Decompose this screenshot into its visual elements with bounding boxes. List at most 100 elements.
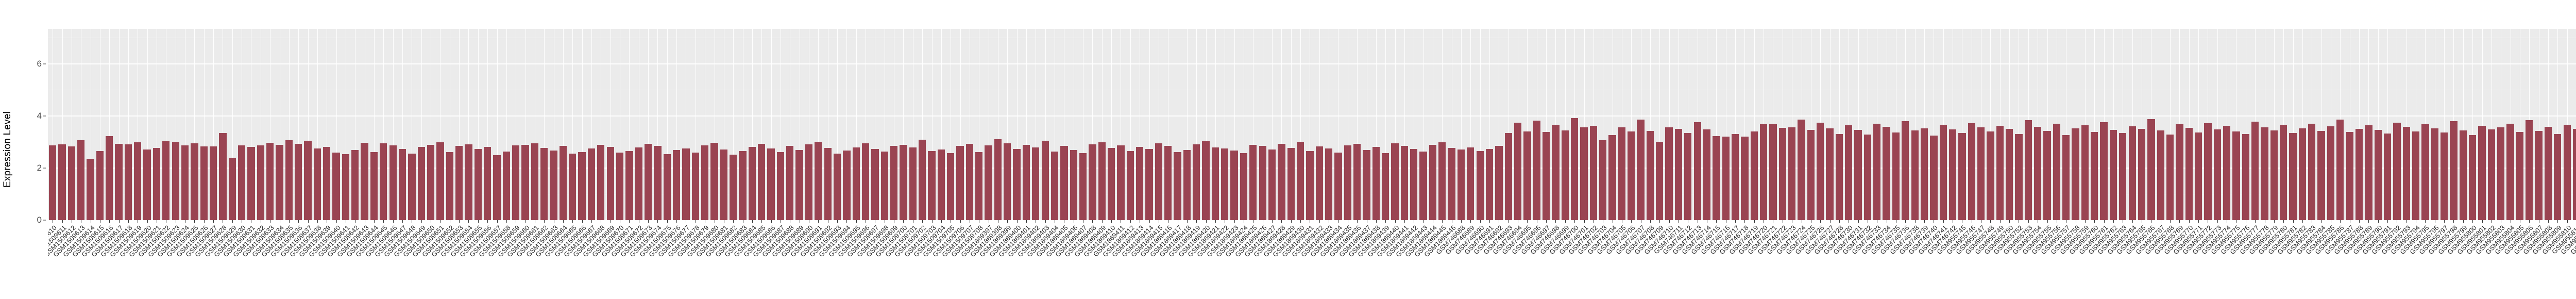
bar[interactable] xyxy=(1930,136,1938,220)
bar[interactable] xyxy=(1684,133,1692,220)
bar[interactable] xyxy=(172,141,179,220)
bar[interactable] xyxy=(2402,127,2410,220)
bar[interactable] xyxy=(1259,145,1266,220)
bar[interactable] xyxy=(2365,125,2372,220)
bar[interactable] xyxy=(1457,149,1465,220)
bar[interactable] xyxy=(1050,151,1059,220)
bar[interactable] xyxy=(1419,151,1427,220)
bar[interactable] xyxy=(257,145,264,220)
bar[interactable] xyxy=(87,158,94,220)
bar[interactable] xyxy=(342,154,350,220)
bar[interactable] xyxy=(1920,128,1928,220)
bar[interactable] xyxy=(2346,132,2353,220)
bar[interactable] xyxy=(2185,128,2193,220)
bar[interactable] xyxy=(2469,135,2477,220)
bar[interactable] xyxy=(1476,151,1484,220)
bar[interactable] xyxy=(890,145,898,220)
bar[interactable] xyxy=(1759,124,1768,220)
bar[interactable] xyxy=(2015,134,2023,220)
bar[interactable] xyxy=(1287,147,1295,220)
bar[interactable] xyxy=(474,148,482,220)
bar[interactable] xyxy=(2478,126,2486,220)
bar[interactable] xyxy=(1098,142,1106,220)
bar[interactable] xyxy=(238,145,246,220)
bar[interactable] xyxy=(2355,129,2363,220)
bar[interactable] xyxy=(1485,148,1494,220)
bar[interactable] xyxy=(512,145,520,220)
bar[interactable] xyxy=(691,152,699,220)
bar[interactable] xyxy=(266,142,274,220)
bar[interactable] xyxy=(2374,130,2382,220)
bar[interactable] xyxy=(682,148,690,220)
bar[interactable] xyxy=(304,140,312,220)
bar[interactable] xyxy=(1571,118,1579,220)
bar[interactable] xyxy=(96,151,104,220)
bar[interactable] xyxy=(1722,137,1730,220)
bar[interactable] xyxy=(134,142,142,220)
bar[interactable] xyxy=(1835,134,1843,220)
bar[interactable] xyxy=(521,144,529,220)
bar[interactable] xyxy=(1996,126,2004,220)
bar[interactable] xyxy=(2251,122,2259,220)
bar[interactable] xyxy=(1561,130,1569,220)
bar[interactable] xyxy=(928,151,936,220)
bar[interactable] xyxy=(1344,145,1351,220)
bar[interactable] xyxy=(1589,126,1597,220)
bar[interactable] xyxy=(1608,135,1616,220)
bar[interactable] xyxy=(106,136,113,220)
bar[interactable] xyxy=(1230,150,1238,220)
bar[interactable] xyxy=(1968,123,1975,220)
bar[interactable] xyxy=(2128,126,2136,220)
bar[interactable] xyxy=(1041,140,1049,220)
bar[interactable] xyxy=(805,144,813,220)
bar[interactable] xyxy=(2440,132,2448,220)
bar[interactable] xyxy=(2327,126,2335,220)
bar[interactable] xyxy=(1948,129,1957,220)
bar[interactable] xyxy=(1911,130,1919,220)
bar[interactable] xyxy=(1315,146,1323,220)
bar[interactable] xyxy=(559,145,567,220)
bar[interactable] xyxy=(1240,153,1248,220)
bar[interactable] xyxy=(975,152,983,220)
bar[interactable] xyxy=(1628,131,1635,220)
bar[interactable] xyxy=(58,144,66,220)
bar[interactable] xyxy=(730,154,737,220)
bar[interactable] xyxy=(540,147,548,220)
bar[interactable] xyxy=(1183,150,1191,220)
bar[interactable] xyxy=(1863,135,1872,220)
bar[interactable] xyxy=(635,147,642,220)
bar[interactable] xyxy=(2204,123,2212,220)
bar[interactable] xyxy=(1741,137,1749,220)
bar[interactable] xyxy=(1325,148,1333,220)
bar[interactable] xyxy=(124,144,132,220)
bar[interactable] xyxy=(1958,133,1966,220)
bar[interactable] xyxy=(1750,131,1758,220)
bar[interactable] xyxy=(1778,128,1786,220)
bar[interactable] xyxy=(606,146,614,220)
bar[interactable] xyxy=(2317,131,2325,220)
bar[interactable] xyxy=(1854,130,1862,220)
bar[interactable] xyxy=(2147,119,2155,220)
bar[interactable] xyxy=(2043,131,2051,220)
bar[interactable] xyxy=(1363,150,1370,220)
bar[interactable] xyxy=(446,152,453,220)
bar[interactable] xyxy=(67,146,75,220)
bar[interactable] xyxy=(1278,143,1285,220)
bar[interactable] xyxy=(1013,148,1021,220)
bar[interactable] xyxy=(1372,146,1380,220)
bar[interactable] xyxy=(947,153,955,220)
bar[interactable] xyxy=(1618,127,1626,220)
bar[interactable] xyxy=(2072,128,2079,220)
bar[interactable] xyxy=(1987,131,1994,220)
bar[interactable] xyxy=(1523,131,1531,220)
bar[interactable] xyxy=(2005,129,2013,220)
bar[interactable] xyxy=(1826,128,1834,220)
bar[interactable] xyxy=(2242,134,2249,220)
bar[interactable] xyxy=(1022,144,1030,220)
bar[interactable] xyxy=(162,141,170,220)
bar[interactable] xyxy=(417,146,425,220)
bar[interactable] xyxy=(2554,134,2562,220)
bar[interactable] xyxy=(2450,121,2458,220)
bar[interactable] xyxy=(1674,129,1683,220)
bar[interactable] xyxy=(1580,127,1588,220)
